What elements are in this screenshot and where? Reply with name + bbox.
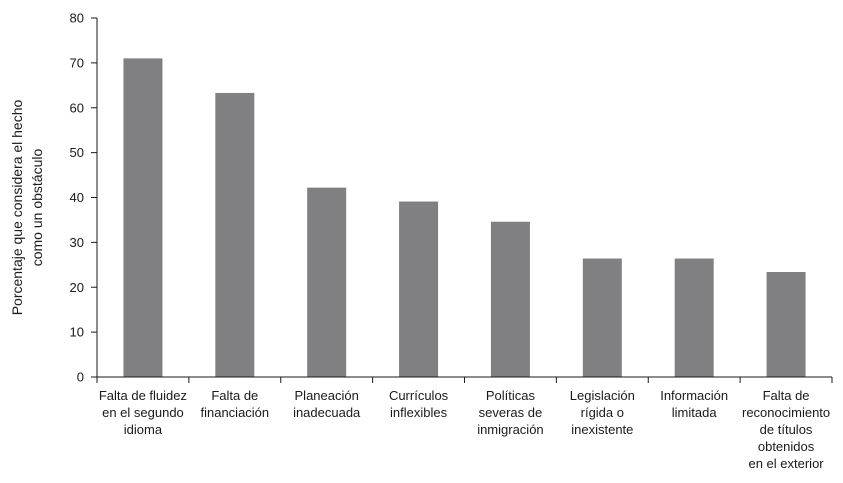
bar	[215, 92, 255, 377]
bar	[399, 201, 439, 377]
bar	[123, 58, 163, 377]
bar	[307, 187, 347, 377]
y-axis-label: Porcentaje que considera el hecho como un…	[9, 99, 45, 315]
x-category-label-line: Información	[660, 388, 728, 403]
x-category-label: Falta de financiación	[200, 388, 269, 420]
y-tick-label: 60	[70, 100, 84, 115]
x-category-label: Legislación rígida o inexistente	[570, 388, 635, 437]
x-category-label-line: severas de	[479, 405, 543, 420]
bars	[123, 58, 806, 377]
x-category-label-line: rígida o	[581, 405, 624, 420]
bar	[582, 258, 622, 377]
bar	[674, 258, 714, 377]
bar	[766, 271, 806, 377]
x-category-label-line: en el exterior	[748, 456, 824, 471]
x-category-label-line: Currículos	[389, 388, 449, 403]
x-category-label: Información limitada	[660, 388, 728, 420]
y-tick-label: 20	[70, 280, 84, 295]
y-tick-label: 50	[70, 145, 84, 160]
bar	[490, 221, 530, 377]
y-axis: 0 10 20 30 40 50 60 70 80	[70, 11, 98, 385]
x-category-label: Falta de reconocimiento de títulos obtenido…	[742, 388, 830, 471]
y-tick-label: 40	[70, 190, 84, 205]
x-category-label-line: en el segundo	[102, 405, 184, 420]
x-category-label-line: Legislación	[570, 388, 635, 403]
y-tick-label: 0	[77, 370, 84, 385]
y-tick-label: 80	[70, 11, 84, 26]
x-category-label-line: inmigración	[477, 422, 543, 437]
y-tick-label: 10	[70, 325, 84, 340]
x-category-label-line: limitada	[672, 405, 718, 420]
x-category-label-line: Políticas	[486, 388, 536, 403]
x-category-label-line: obtenidos	[758, 439, 815, 454]
x-category-label-line: Planeación	[295, 388, 359, 403]
x-category-label-line: idioma	[124, 422, 163, 437]
x-category-label: Políticas severas de inmigración	[477, 388, 543, 437]
x-category-label-line: inflexibles	[390, 405, 448, 420]
x-category-label: Falta de fluidez en el segundo idioma	[99, 388, 187, 437]
x-category-label-line: Falta de	[211, 388, 258, 403]
x-axis: Falta de fluidez en el segundo idiomaFalta…	[96, 376, 833, 471]
x-category-label-line: Falta de fluidez	[99, 388, 187, 403]
x-category-label-line: Falta de	[763, 388, 810, 403]
y-axis-title-line: Porcentaje que considera el hecho	[9, 99, 25, 315]
x-category-label-line: financiación	[200, 405, 269, 420]
y-axis-title-line: como un obstáculo	[29, 149, 45, 267]
x-category-label: Currículos inflexibles	[389, 388, 449, 420]
x-category-label: Planeación inadecuada	[293, 388, 361, 420]
x-category-label-line: inexistente	[571, 422, 633, 437]
y-tick-label: 70	[70, 55, 84, 70]
x-category-label-line: reconocimiento	[742, 405, 830, 420]
x-category-label-line: de títulos	[760, 422, 813, 437]
y-tick-label: 30	[70, 235, 84, 250]
x-category-label-line: inadecuada	[293, 405, 361, 420]
